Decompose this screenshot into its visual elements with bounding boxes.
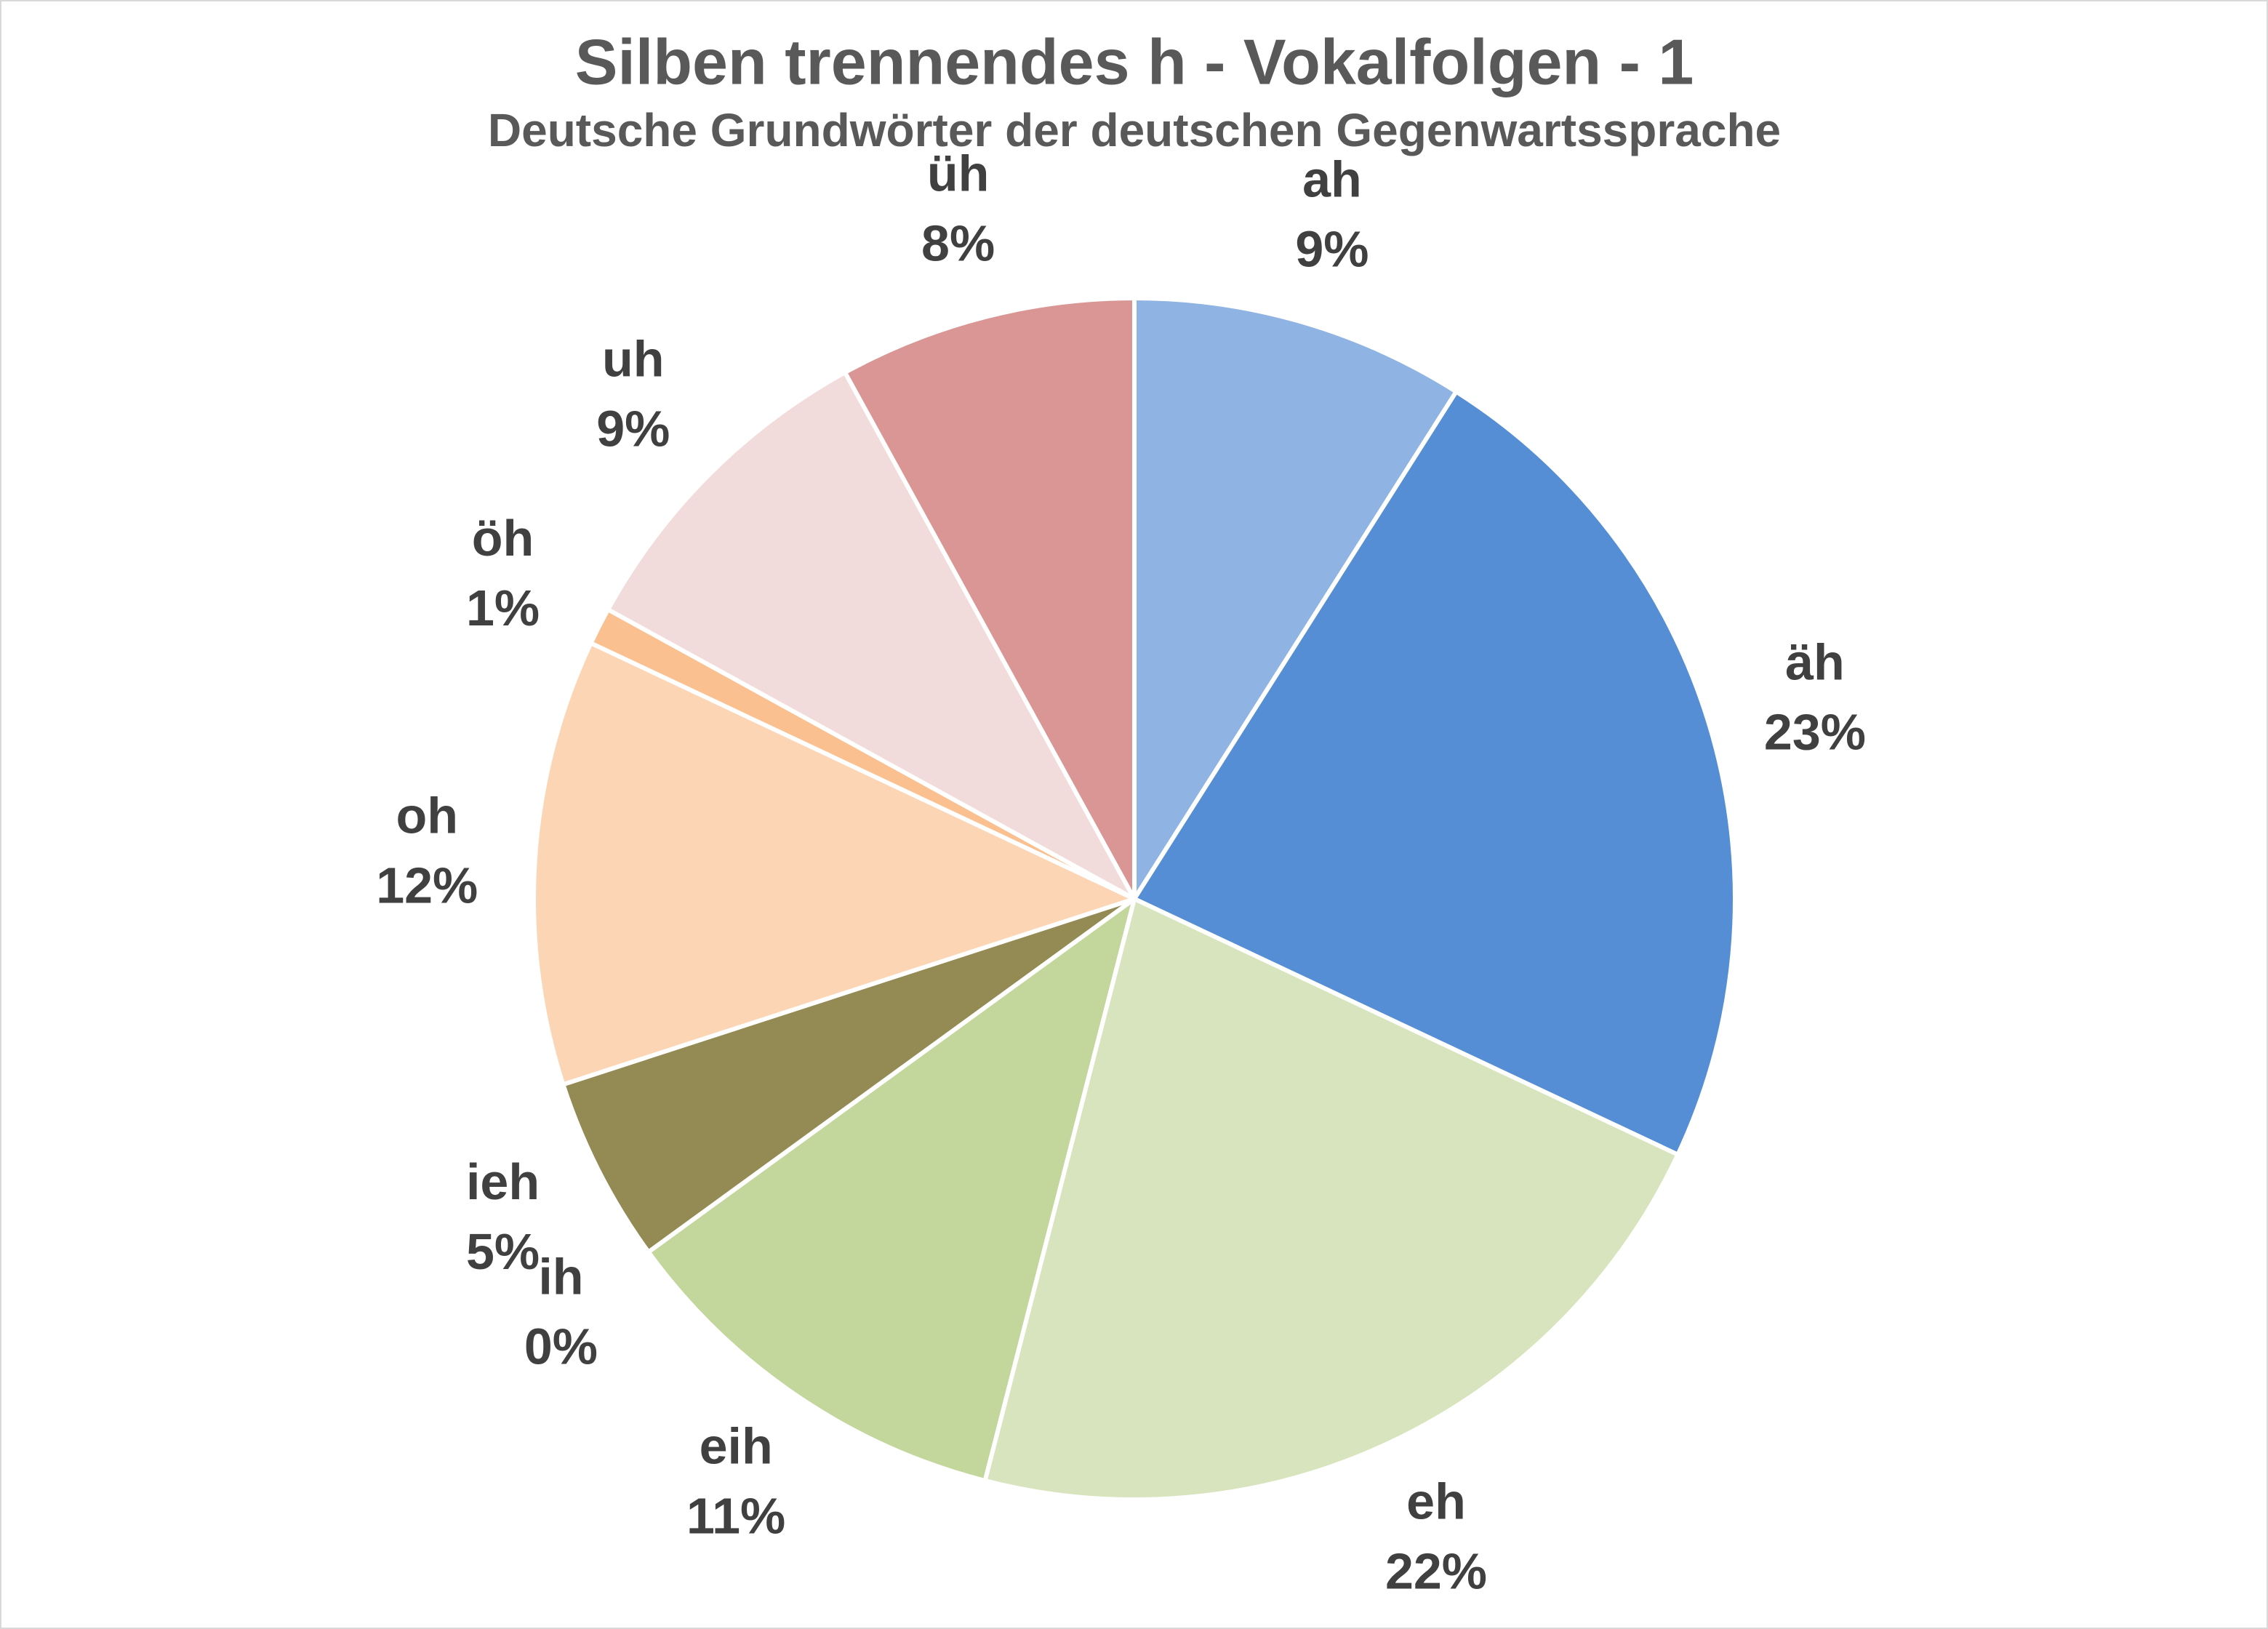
pie-slice [1132,296,1459,901]
chart-title: Silben trennendes h - Vokalfolgen - 1 [575,25,1694,97]
slice-label: öh [472,510,534,567]
slice-label: üh [927,145,990,201]
slice-label: ah [1302,151,1362,208]
slice-label: ih [538,1248,583,1305]
slice-label: oh [396,787,458,844]
slice-label: eh [1406,1473,1466,1529]
slice-value-label: 1% [466,580,540,636]
slice-value-label: 9% [1295,221,1369,278]
slice-value-label: 9% [596,400,670,457]
pie [532,296,1737,1502]
slice-label: ieh [466,1153,540,1210]
slice-value-label: 5% [466,1223,540,1280]
slice-value-label: 11% [686,1488,785,1545]
slice-value-label: 23% [1764,704,1866,761]
data-labels: ah 9% äh 23% eh 22% eih 11% ih 0% ieh 5% oh 12% öh 1% uh… [376,145,1866,1599]
pie-slice [561,897,1137,1254]
pie-slice [843,296,1137,901]
slice-label: äh [1785,634,1845,691]
slice-label: uh [602,330,665,387]
pie-slice [982,897,1680,1502]
pie-slice [532,641,1137,1087]
pie-slice [606,370,1137,901]
pie-slice [646,897,1137,1484]
chart-subtitle: Deutsche Grundwörter der deutschen Gegen… [488,104,1781,156]
slice-value-label: 8% [921,215,995,271]
slice-value-label: 12% [376,857,478,913]
slice-value-label: 22% [1385,1542,1487,1599]
slice-label: eih [700,1418,773,1475]
slice-value-label: 0% [524,1318,598,1374]
pie-slice [1132,389,1737,1157]
